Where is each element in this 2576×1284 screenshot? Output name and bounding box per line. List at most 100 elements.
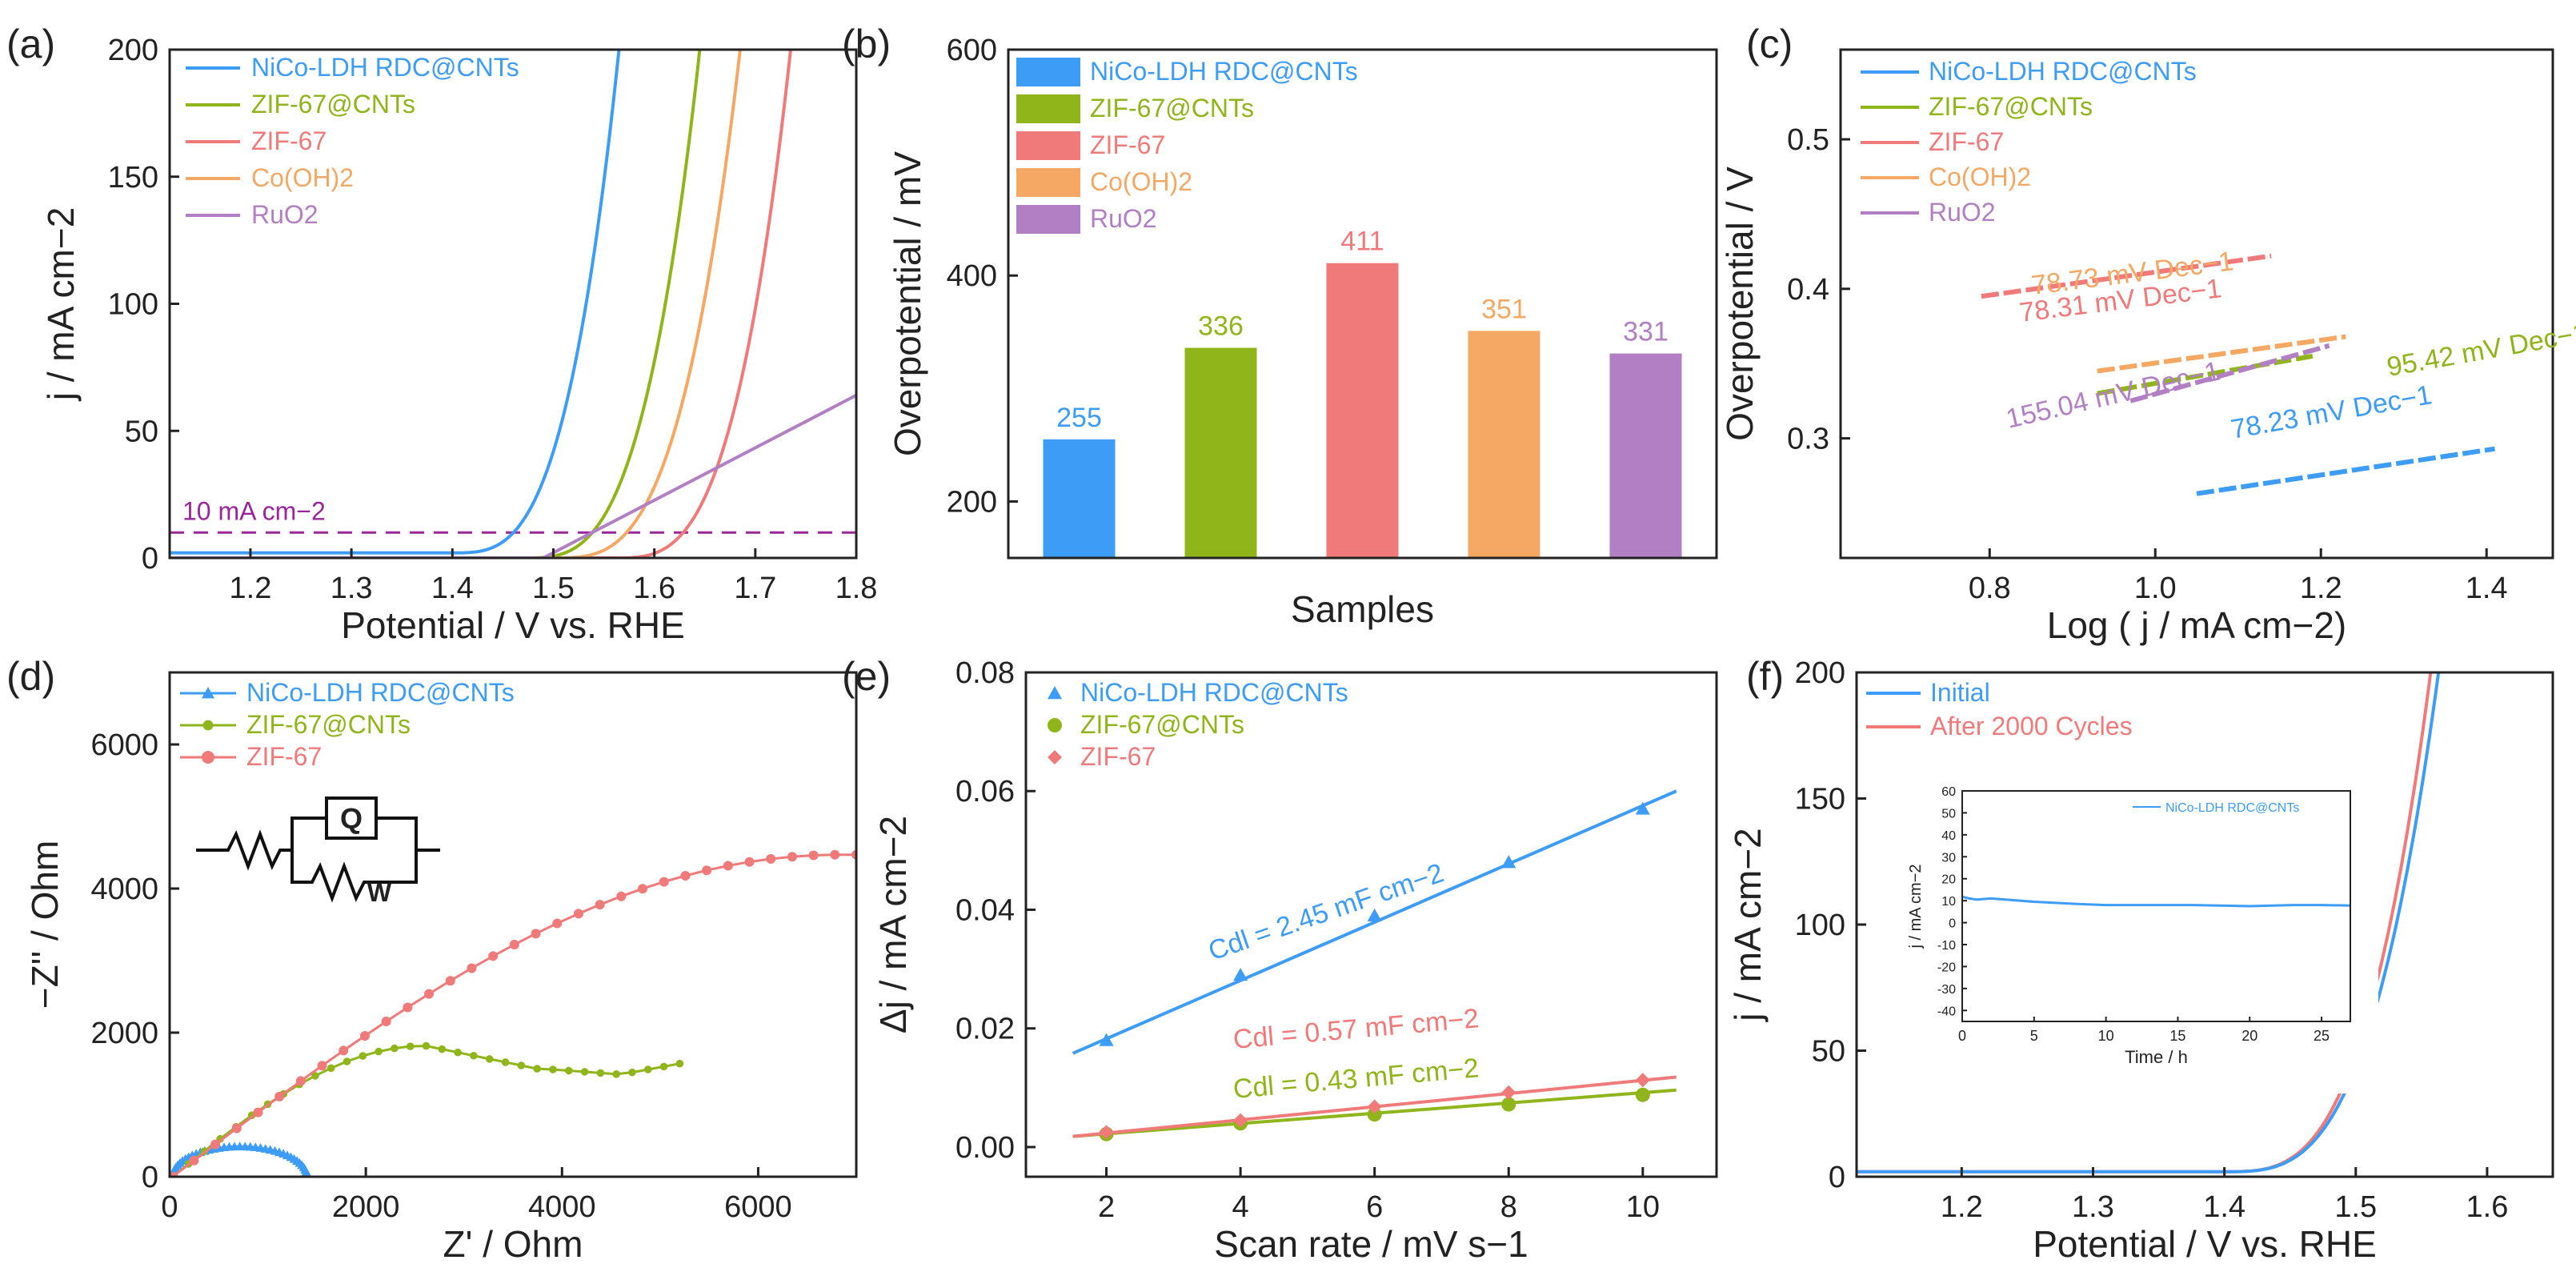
circuit-wiring (290, 817, 440, 903)
plot-area (170, 50, 856, 558)
x-axis-label: Z' / Ohm (443, 1223, 583, 1265)
panel-label: (d) (6, 654, 55, 699)
y-tick-label: 6000 (90, 728, 158, 762)
x-tick-label: 1.2 (1941, 1190, 1983, 1224)
circuit-w-label: W (367, 878, 392, 907)
series-line-0 (170, 50, 621, 555)
legend-label: RuO2 (1929, 198, 1996, 227)
data-point-triangle (1099, 1033, 1114, 1046)
x-tick-label: 8 (1500, 1190, 1517, 1224)
data-point-circle (744, 857, 755, 867)
data-point-star (343, 1057, 351, 1065)
inset-y-tick-label: 20 (1941, 873, 1956, 887)
x-tick-label: 1.4 (431, 572, 474, 605)
legend-swatch (1016, 205, 1080, 234)
x-tick-label: 1.4 (2466, 572, 2508, 605)
y-tick-label: 150 (108, 161, 158, 195)
x-tick-label: 6000 (724, 1190, 792, 1224)
panel-label: (e) (842, 654, 891, 699)
legend-label: Co(OH)2 (251, 163, 354, 192)
data-point-circle (381, 1017, 391, 1027)
y-axis-label: −Z'' / Ohm (24, 841, 66, 1009)
inset-y-tick-label: -10 (1937, 939, 1956, 953)
data-point-circle (274, 1091, 285, 1101)
x-tick-label: 1.6 (633, 572, 675, 605)
data-point-star (580, 1068, 589, 1076)
nyquist-curve-1 (171, 1045, 680, 1177)
x-tick-label: 1.4 (2203, 1190, 2245, 1224)
data-point-star (454, 1048, 462, 1057)
tafel-fit-line-3 (2097, 334, 2346, 374)
bar-value-label: 331 (1623, 317, 1669, 347)
cdl-label: Cdl = 0.57 mF cm−2 (1232, 1003, 1480, 1055)
legend-label: Co(OH)2 (1929, 163, 2031, 191)
data-point-star (643, 1065, 652, 1073)
y-tick-label: 0.06 (955, 775, 1015, 809)
data-point-star (564, 1066, 573, 1075)
panel-b-overpotential-bars: 255 336 411 351 331 200 400 600 Samples Overpoten… (842, 22, 1718, 630)
inset-x-axis-label: Time / h (2125, 1047, 2188, 1067)
data-point-circle (638, 884, 648, 894)
y-tick-label: 0.04 (955, 893, 1015, 927)
bar-3 (1468, 331, 1540, 558)
cdl-label: Cdl = 2.45 mF cm−2 (1204, 857, 1448, 966)
data-point-star (612, 1070, 620, 1078)
inset-y-tick-label: 0 (1949, 917, 1956, 931)
data-point-star (202, 720, 214, 731)
data-point-diamond (1635, 1073, 1650, 1088)
data-point-circle (445, 976, 455, 986)
legend-label: ZIF-67 (1080, 742, 1156, 771)
tafel-fit-line-0 (2196, 446, 2496, 496)
x-tick-label: 10 (1626, 1190, 1660, 1224)
data-point-star (628, 1068, 636, 1077)
data-point-circle (1501, 1097, 1516, 1112)
inset-x-tick-label: 10 (2098, 1028, 2114, 1044)
legend-label: NiCo-LDH RDC@CNTs (1080, 678, 1348, 707)
inset-y-tick-label: -30 (1937, 983, 1956, 997)
data-point-circle (531, 929, 541, 939)
inset-y-tick-label: 40 (1941, 829, 1956, 843)
x-tick-label: 6 (1366, 1190, 1383, 1224)
x-axis-label: Scan rate / mV s−1 (1214, 1223, 1528, 1265)
y-tick-label: 0 (142, 542, 158, 576)
y-axis-label: j / mA cm−2 (1727, 828, 1769, 1023)
data-point-circle (231, 1123, 242, 1134)
legend-swatch (1016, 168, 1080, 197)
inset-legend-label: NiCo-LDH RDC@CNTs (2165, 801, 2299, 815)
y-tick-label: 50 (125, 415, 158, 448)
x-axis-label: Samples (1291, 588, 1434, 630)
legend-label: ZIF-67@CNTs (1090, 94, 1254, 122)
bar-value-label: 351 (1481, 294, 1527, 324)
x-tick-label: 1.2 (2300, 572, 2342, 605)
bar-1 (1184, 347, 1257, 558)
x-tick-label: 1.6 (2466, 1190, 2509, 1224)
data-point-circle (1635, 1087, 1650, 1102)
panel-a-lsv-curves: 1.2 1.3 1.4 1.5 1.6 1.7 1.8 0 50 100 150 200 Potenti… (6, 22, 877, 646)
y-axis-label: Δj / mA cm−2 (872, 816, 914, 1033)
legend-label: RuO2 (1090, 204, 1157, 233)
data-point-circle (723, 861, 733, 871)
plot-frame (1839, 48, 2554, 560)
data-point-star (533, 1065, 541, 1073)
x-tick-label: 1.7 (734, 572, 776, 605)
y-tick-label: 0.4 (1787, 273, 1829, 307)
data-point-star (438, 1045, 447, 1053)
data-point-star (517, 1061, 526, 1069)
data-point-star (359, 1052, 367, 1060)
data-point-circle (253, 1107, 263, 1117)
data-point-circle (339, 1045, 349, 1056)
inset-stability-curve (1961, 895, 2351, 908)
data-point-circle (424, 989, 435, 999)
legend-label: ZIF-67@CNTs (246, 710, 411, 739)
data-point-circle (189, 1155, 199, 1166)
x-tick-label: 1.5 (532, 572, 575, 605)
y-tick-label: 0 (1829, 1161, 1845, 1194)
inset-y-tick-label: 30 (1941, 851, 1956, 865)
y-tick-label: 4000 (90, 873, 158, 906)
data-point-circle (808, 850, 819, 861)
tafel-fit-line-2 (1981, 253, 2272, 299)
data-point-circle (830, 849, 840, 860)
circuit-resistor (196, 829, 292, 871)
panel-label: (a) (6, 22, 55, 66)
